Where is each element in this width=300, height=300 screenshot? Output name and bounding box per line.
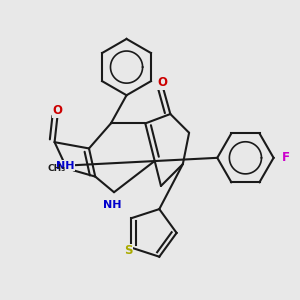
Text: NH: NH bbox=[103, 200, 122, 210]
Text: O: O bbox=[53, 104, 63, 117]
Text: O: O bbox=[158, 76, 167, 89]
Text: NH: NH bbox=[56, 160, 75, 171]
Text: S: S bbox=[124, 244, 132, 257]
Text: F: F bbox=[282, 151, 290, 164]
Text: CH₃: CH₃ bbox=[47, 164, 65, 173]
